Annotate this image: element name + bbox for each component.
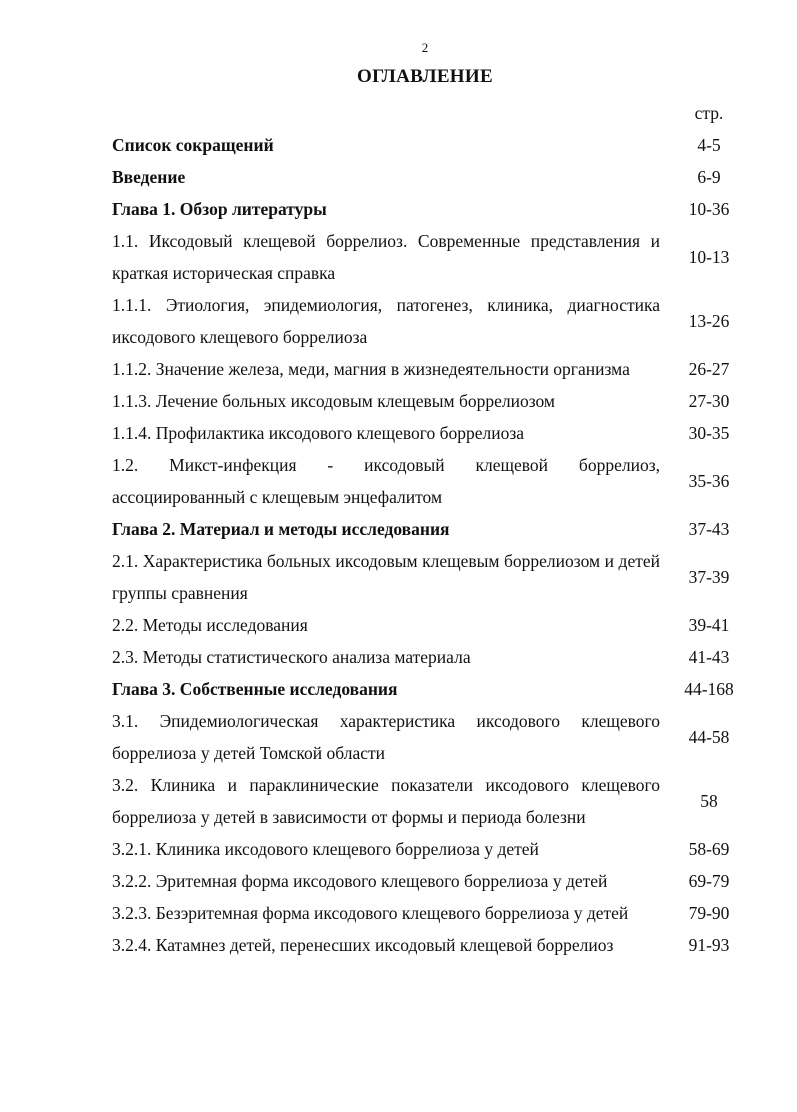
- toc-entry-title: 3.2.1. Клиника иксодового клещевого борр…: [112, 839, 539, 859]
- toc-entry: 2.3. Методы статистического анализа мате…: [112, 641, 772, 673]
- toc-entry-title: Введение: [112, 167, 186, 187]
- toc-entry: 2.1. Характеристика больных иксодовым кл…: [112, 545, 772, 609]
- toc-entry-pages: 79-90: [688, 903, 730, 923]
- toc-entry-pages: 10-13: [688, 247, 730, 267]
- toc-entry-pages: 44-58: [688, 727, 730, 747]
- toc-entry-title: 2.1. Характеристика больных иксодовым кл…: [112, 551, 660, 603]
- toc-entry: 1.1.2. Значение железа, меди, магния в ж…: [112, 353, 772, 385]
- toc-entry-title: 3.2.2. Эритемная форма иксодового клещев…: [112, 871, 608, 891]
- toc-entry-title: 1.1. Иксодовый клещевой боррелиоз. Совре…: [112, 231, 660, 283]
- table-of-contents: стр. Список сокращений 4-5 Введение 6-9 Глав…: [112, 97, 772, 961]
- toc-entry-title: Глава 3. Собственные исследования: [112, 679, 398, 699]
- toc-entry-title: 2.2. Методы исследования: [112, 615, 308, 635]
- toc-entry: 3.1. Эпидемиологическая характеристика и…: [112, 705, 772, 769]
- toc-entry-pages: 58: [700, 791, 718, 811]
- toc-entry-title: 3.2. Клиника и параклинические показател…: [112, 775, 660, 827]
- toc-entry-title: 3.2.3. Безэритемная форма иксодового кле…: [112, 903, 629, 923]
- toc-entry: 1.1.3. Лечение больных иксодовым клещевы…: [112, 385, 772, 417]
- toc-entry: Глава 3. Собственные исследования 44-168: [112, 673, 772, 705]
- toc-header: стр.: [112, 97, 772, 129]
- toc-entry: 3.2.1. Клиника иксодового клещевого борр…: [112, 833, 772, 865]
- toc-entry-pages: 4-5: [697, 135, 721, 155]
- toc-entry-pages: 69-79: [688, 871, 730, 891]
- toc-entry-title: 1.1.3. Лечение больных иксодовым клещевы…: [112, 391, 556, 411]
- toc-entry-pages: 10-36: [688, 199, 730, 219]
- toc-entry-pages: 91-93: [688, 935, 730, 955]
- toc-entry-pages: 35-36: [688, 471, 730, 491]
- toc-entry: 3.2.3. Безэритемная форма иксодового кле…: [112, 897, 772, 929]
- page-title: ОГЛАВЛЕНИЕ: [357, 66, 493, 87]
- toc-entry: 1.1.4. Профилактика иксодового клещевого…: [112, 417, 772, 449]
- toc-entry: 1.1.1. Этиология, эпидемиология, патоген…: [112, 289, 772, 353]
- toc-entry-title: 3.1. Эпидемиологическая характеристика и…: [112, 711, 660, 763]
- toc-entry-pages: 44-168: [684, 679, 734, 699]
- toc-entry-title: Глава 1. Обзор литературы: [112, 199, 327, 219]
- toc-entry: 1.2. Микст-инфекция - иксодовый клещевой…: [112, 449, 772, 513]
- toc-entry-title: 1.1.4. Профилактика иксодового клещевого…: [112, 423, 525, 443]
- toc-entry-pages: 39-41: [688, 615, 730, 635]
- toc-entry-pages: 13-26: [688, 311, 730, 331]
- toc-entry-title: 2.3. Методы статистического анализа мате…: [112, 647, 471, 667]
- toc-entry-title: 3.2.4. Катамнез детей, перенесших иксодо…: [112, 935, 614, 955]
- toc-entry: 3.2.4. Катамнез детей, перенесших иксодо…: [112, 929, 772, 961]
- toc-entry-title: 1.2. Микст-инфекция - иксодовый клещевой…: [112, 455, 660, 507]
- toc-entry-pages: 37-39: [688, 567, 730, 587]
- toc-entry-pages: 37-43: [688, 519, 730, 539]
- toc-entry-title: 1.1.2. Значение железа, меди, магния в ж…: [112, 359, 630, 379]
- toc-entry-pages: 58-69: [688, 839, 730, 859]
- page-column-header: стр.: [694, 103, 724, 123]
- toc-entry-pages: 27-30: [688, 391, 730, 411]
- page-number: 2: [421, 40, 429, 55]
- toc-entry-title: 1.1.1. Этиология, эпидемиология, патоген…: [112, 295, 660, 347]
- toc-entry-pages: 6-9: [697, 167, 721, 187]
- toc-entry: 1.1. Иксодовый клещевой боррелиоз. Совре…: [112, 225, 772, 289]
- toc-entry: 2.2. Методы исследования 39-41: [112, 609, 772, 641]
- toc-entry: 3.2.2. Эритемная форма иксодового клещев…: [112, 865, 772, 897]
- toc-entry: Список сокращений 4-5: [112, 129, 772, 161]
- toc-entry: Глава 1. Обзор литературы 10-36: [112, 193, 772, 225]
- toc-entry: 3.2. Клиника и параклинические показател…: [112, 769, 772, 833]
- toc-entry-pages: 30-35: [688, 423, 730, 443]
- toc-entry: Глава 2. Материал и методы исследования 3…: [112, 513, 772, 545]
- toc-entry-title: Глава 2. Материал и методы исследования: [112, 519, 450, 539]
- toc-entry-pages: 41-43: [688, 647, 730, 667]
- toc-entry: Введение 6-9: [112, 161, 772, 193]
- toc-entry-pages: 26-27: [688, 359, 730, 379]
- toc-entry-title: Список сокращений: [112, 135, 274, 155]
